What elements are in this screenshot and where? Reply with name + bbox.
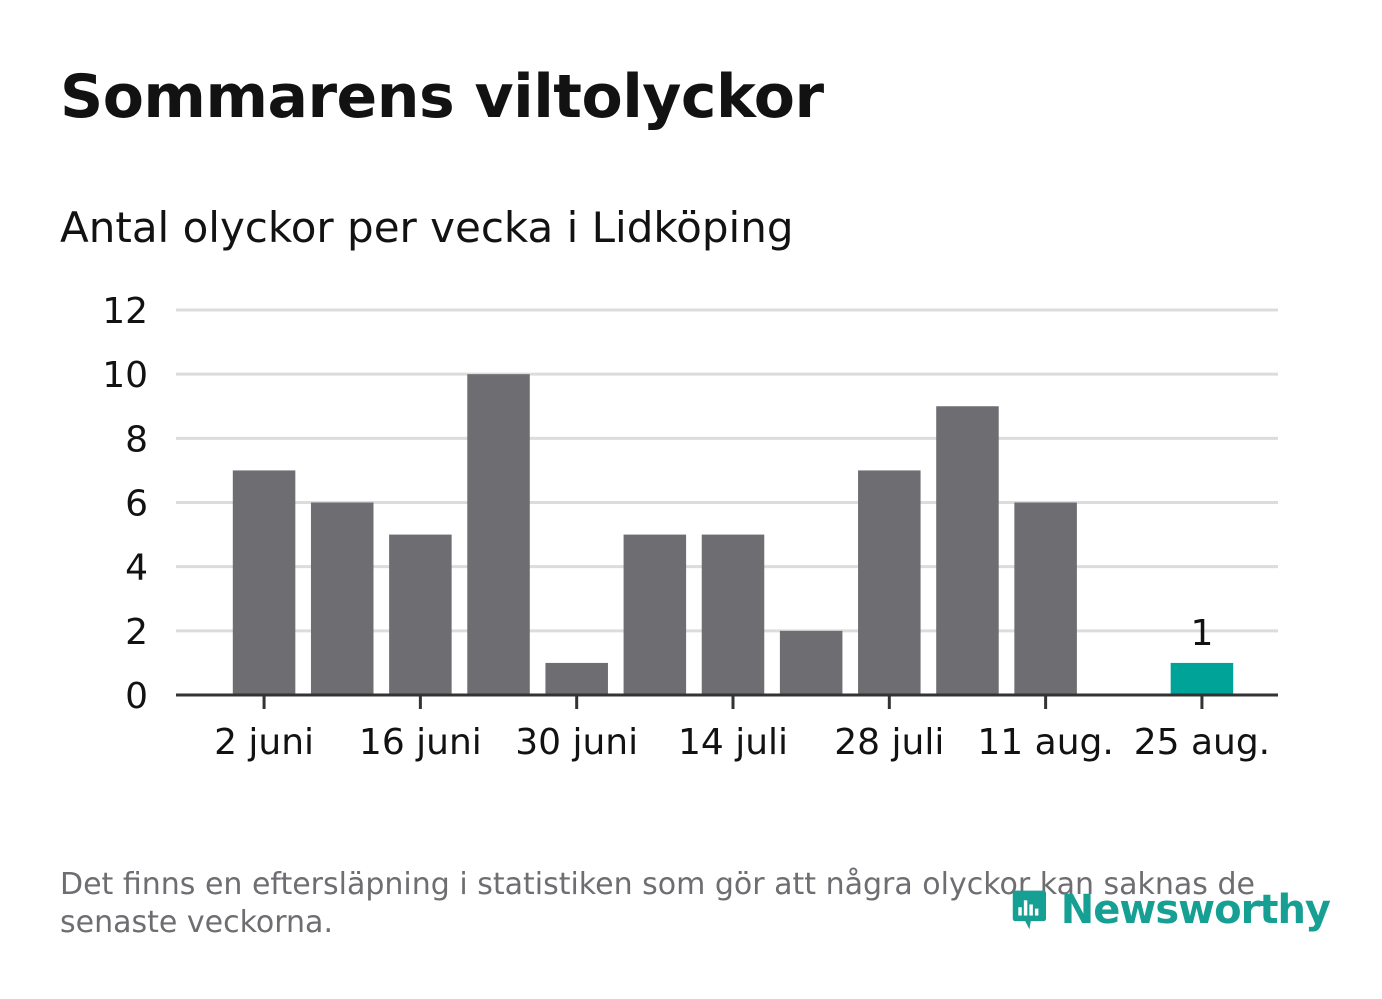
- x-tick-label: 14 juli: [678, 722, 788, 763]
- chart-title: Sommarens viltolyckor: [60, 62, 824, 132]
- x-tick-label: 2 juni: [214, 722, 314, 763]
- bar: [779, 630, 843, 695]
- data-label: 1: [1190, 613, 1213, 654]
- bar: [389, 534, 452, 695]
- x-tick-label: 11 aug.: [977, 722, 1113, 763]
- bar-chart: 0 2 4 6 8 10 12 1 2 juni 16 juni 30 juni 14 juli 28 …: [102, 291, 1278, 763]
- x-tick-label: 28 juli: [834, 722, 944, 763]
- footnote: Det finns en eftersläpning i statistiken…: [60, 867, 1255, 940]
- bar: [545, 662, 608, 695]
- y-tick-label: 4: [125, 548, 148, 589]
- chart-subtitle: Antal olyckor per vecka i Lidköping: [60, 203, 794, 252]
- bar: [701, 534, 765, 695]
- bar: [232, 470, 296, 695]
- brand-name: Newsworthy: [1060, 887, 1331, 933]
- bar: [936, 406, 999, 695]
- x-tick-label: 16 juni: [359, 722, 482, 763]
- bar: [1170, 662, 1234, 695]
- newsworthy-logo-icon: [1012, 890, 1047, 930]
- bar: [467, 374, 530, 695]
- y-tick-label: 10: [102, 355, 148, 396]
- bar: [623, 534, 687, 695]
- y-tick-label: 0: [125, 676, 148, 717]
- bar: [1014, 502, 1077, 695]
- bars: [232, 374, 1234, 695]
- bar: [858, 470, 921, 695]
- y-tick-label: 12: [102, 291, 148, 332]
- x-tick-label: 25 aug.: [1134, 722, 1270, 763]
- tick-labels: 0 2 4 6 8 10 12 1 2 juni 16 juni 30 juni 14 juli 28 …: [102, 291, 1270, 763]
- y-tick-label: 2: [125, 612, 148, 653]
- x-axis: [176, 693, 1278, 709]
- y-tick-label: 8: [125, 419, 148, 460]
- bar: [310, 502, 374, 695]
- y-tick-label: 6: [125, 484, 148, 525]
- x-tick-label: 30 juni: [515, 722, 638, 763]
- brand-logo: Newsworthy: [1010, 878, 1331, 942]
